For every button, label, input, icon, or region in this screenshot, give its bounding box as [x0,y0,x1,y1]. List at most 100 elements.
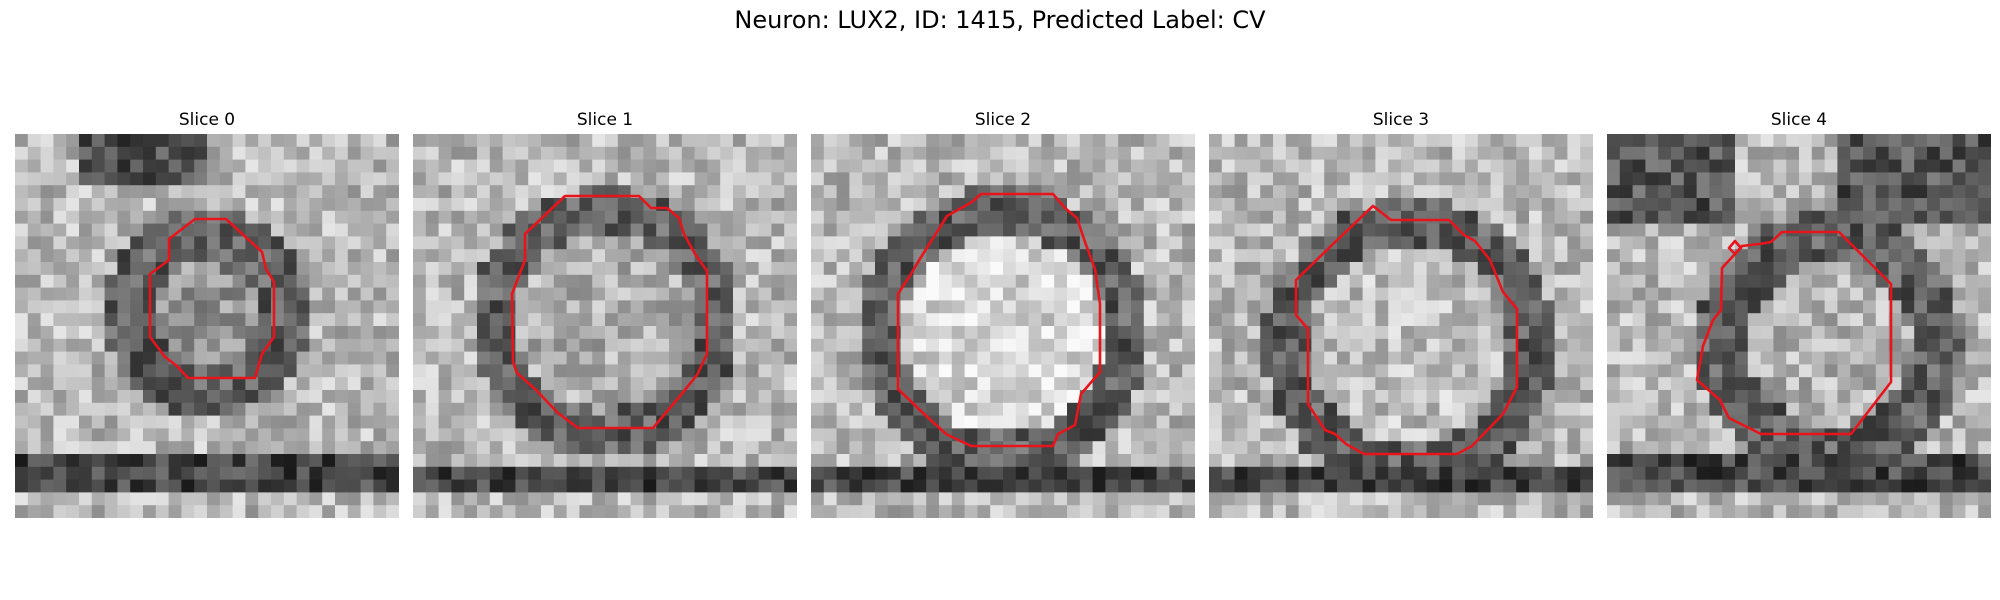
pixel [168,505,182,518]
pixel [1143,505,1157,518]
pixel [541,505,555,518]
pixel [413,300,427,314]
pixel [1118,479,1132,493]
pixel [1092,210,1106,224]
pixel [207,300,221,314]
pixel [168,159,182,173]
pixel [1837,198,1851,212]
pixel [194,441,208,455]
pixel [477,441,491,455]
pixel [1952,492,1966,506]
pixel [143,505,157,518]
pixel [438,274,452,288]
pixel [1799,364,1813,378]
pixel [283,466,297,480]
pixel [104,249,118,263]
pixel [951,505,965,518]
pixel [1658,313,1672,327]
pixel [283,274,297,288]
pixel [1079,351,1093,365]
pixel [347,479,361,493]
pixel [605,134,619,148]
pixel [592,313,606,327]
pixel [875,428,889,442]
pixel [823,236,837,250]
pixel [1773,313,1787,327]
pixel [1285,402,1299,416]
pixel [1683,134,1697,148]
pixel [1632,377,1646,391]
pixel [1811,262,1825,276]
pixel [900,223,914,237]
pixel [1529,428,1543,442]
pixel [1260,313,1274,327]
pixel [373,223,387,237]
pixel [1850,274,1864,288]
pixel [296,402,310,416]
pixel [1811,492,1825,506]
pixel [541,441,555,455]
pixel [720,428,734,442]
pixel [477,159,491,173]
pixel [926,479,940,493]
pixel [515,390,529,404]
pixel [335,377,349,391]
pixel [1927,415,1941,429]
pixel [1760,146,1774,160]
pixel [951,364,965,378]
pixel [438,300,452,314]
pixel [219,364,233,378]
pixel [707,172,721,186]
pixel [1452,492,1466,506]
pixel [15,146,29,160]
pixel [669,326,683,340]
pixel [1760,326,1774,340]
pixel [347,249,361,263]
pixel [784,262,797,276]
pixel [283,338,297,352]
pixel [1452,210,1466,224]
pixel [1324,454,1338,468]
pixel [1709,159,1723,173]
pixel [1683,351,1697,365]
pixel [720,415,734,429]
pixel [232,402,246,416]
pixel [913,466,927,480]
pixel [1067,390,1081,404]
pixel [360,326,374,340]
pixel [771,492,785,506]
pixel [1285,159,1299,173]
pixel [1875,454,1889,468]
pixel [1541,338,1555,352]
pixel [1349,274,1363,288]
pixel [617,390,631,404]
pixel [1503,313,1517,327]
pixel [373,505,387,518]
pixel [27,428,41,442]
pixel [630,351,644,365]
pixel [1234,415,1248,429]
pixel [1901,262,1915,276]
slice-panel-4: Slice 4 [1607,108,1991,518]
pixel [1786,505,1800,518]
pixel [862,274,876,288]
pixel [322,466,336,480]
pixel [271,134,285,148]
pixel [1554,479,1568,493]
pixel [875,198,889,212]
pixel [1477,313,1491,327]
pixel [1619,223,1633,237]
pixel [425,377,439,391]
pixel [553,466,567,480]
pixel [168,185,182,199]
pixel [451,377,465,391]
pixel [643,454,657,468]
pixel [451,185,465,199]
pixel [168,134,182,148]
pixel [926,466,940,480]
pixel [1735,479,1749,493]
pixel [27,326,41,340]
pixel [1888,441,1902,455]
pixel [1054,210,1068,224]
pixel [271,428,285,442]
